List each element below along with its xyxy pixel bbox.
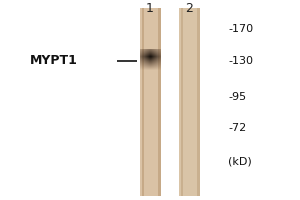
Text: 2: 2: [185, 2, 193, 16]
Bar: [158, 8, 160, 196]
Bar: [181, 8, 183, 196]
Bar: [178, 8, 200, 196]
Text: -130: -130: [228, 56, 253, 66]
Bar: [197, 8, 200, 196]
Text: -95: -95: [228, 92, 246, 102]
Bar: [140, 8, 160, 196]
Bar: [142, 8, 144, 196]
Text: 1: 1: [146, 2, 154, 16]
Text: -170: -170: [228, 24, 253, 34]
Text: (kD): (kD): [228, 157, 252, 167]
Text: MYPT1: MYPT1: [30, 54, 78, 68]
Text: -72: -72: [228, 123, 246, 133]
